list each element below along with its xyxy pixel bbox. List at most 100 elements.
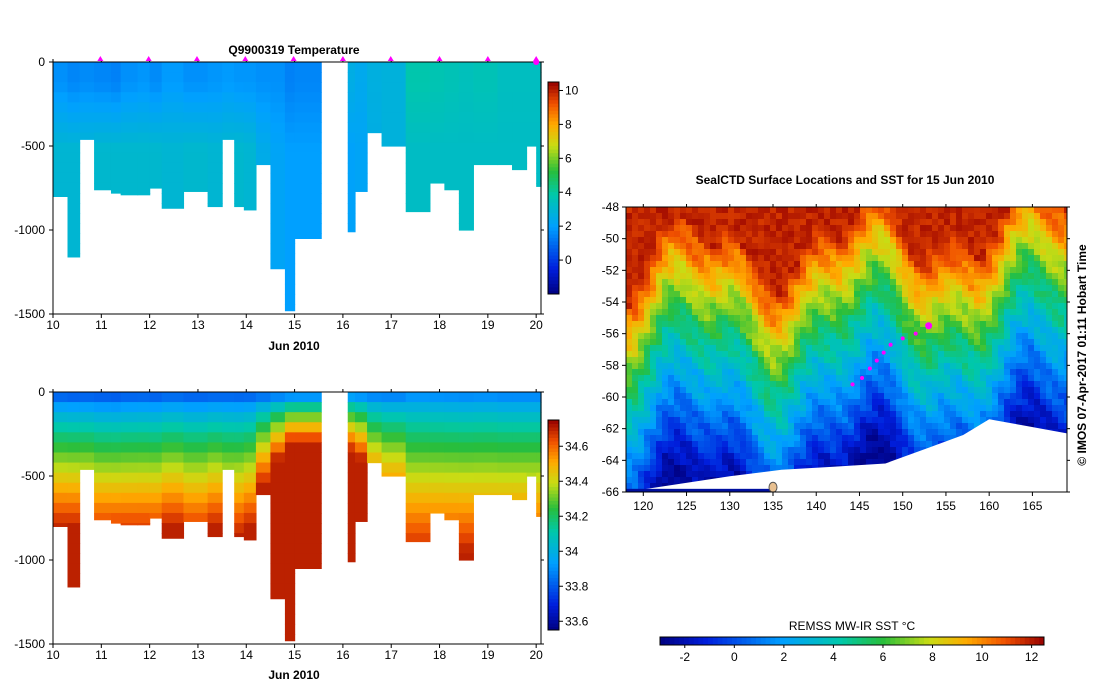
sst-cell	[938, 351, 945, 358]
sst-cell	[848, 339, 855, 346]
sst-cell	[938, 411, 945, 418]
sst-cell	[842, 255, 849, 262]
sst-cell	[692, 291, 699, 298]
sst-cell	[740, 459, 747, 466]
sst-cell	[764, 255, 771, 262]
section-cell	[207, 162, 223, 174]
sst-cell	[686, 345, 693, 352]
section-cell	[367, 432, 383, 443]
sst-cell	[656, 417, 663, 424]
sst-cell	[860, 441, 867, 448]
sst-cell	[836, 261, 843, 268]
sst-cell	[1034, 267, 1041, 274]
sst-cell	[686, 447, 693, 454]
section-cell	[294, 512, 322, 524]
sst-cell	[968, 213, 975, 220]
sst-cell	[1028, 255, 1035, 262]
sst-cell	[950, 273, 957, 280]
section-cell	[512, 402, 528, 413]
sst-cell	[824, 273, 831, 280]
sst-cell	[1022, 255, 1029, 262]
sst-cell	[764, 453, 771, 460]
sst-cell	[968, 381, 975, 388]
sst-cell	[1010, 363, 1017, 370]
sst-cell	[962, 213, 969, 220]
sst-cell	[788, 243, 795, 250]
section-cell	[67, 492, 81, 504]
sst-cell	[692, 333, 699, 340]
sst-cell	[746, 231, 753, 238]
sst-cell	[1028, 369, 1035, 376]
section-cell	[222, 452, 235, 464]
sst-cell	[830, 279, 837, 286]
section-cell	[473, 102, 499, 113]
sst-cell	[818, 441, 825, 448]
sst-cell	[884, 441, 891, 448]
sst-colorbar-cell	[919, 637, 925, 645]
section-cell	[110, 442, 122, 454]
colorbar-cell	[548, 602, 559, 606]
temperature-profile-markers	[97, 56, 540, 65]
sst-cell	[1046, 399, 1053, 406]
sst-cell	[638, 315, 645, 322]
section-cell	[110, 422, 122, 433]
x-tick-label: 13	[191, 648, 205, 662]
sst-cell	[860, 327, 867, 334]
section-cell	[207, 452, 223, 464]
section-cell	[149, 472, 163, 484]
sst-cell	[752, 327, 759, 334]
colorbar-cell	[548, 103, 559, 108]
section-cell	[405, 193, 431, 204]
colorbar-cell	[548, 479, 559, 484]
sst-cell	[692, 363, 699, 370]
sst-cell	[728, 261, 735, 268]
sst-cell	[836, 273, 843, 280]
sst-cell	[1028, 207, 1035, 214]
section-cell	[270, 122, 286, 134]
sst-cell	[722, 309, 729, 316]
sst-cell	[656, 411, 663, 418]
sst-cell	[788, 303, 795, 310]
sst-cell	[752, 405, 759, 412]
colorbar-cell	[548, 423, 559, 428]
sst-cell	[818, 303, 825, 310]
sst-cell	[848, 387, 855, 394]
sst-cell	[950, 249, 957, 256]
section-cell	[137, 92, 151, 103]
section-cell	[270, 442, 286, 454]
sst-cell	[758, 285, 765, 292]
section-cell	[183, 162, 209, 174]
sst-cell	[632, 399, 639, 406]
sst-cell	[854, 351, 861, 358]
section-cell	[284, 132, 296, 144]
sst-cell	[644, 207, 651, 214]
sst-cell	[662, 261, 669, 268]
sst-cell	[644, 375, 651, 382]
sst-cell	[752, 297, 759, 304]
sst-cell	[692, 375, 699, 382]
sst-cell	[962, 399, 969, 406]
sst-cell	[866, 339, 873, 346]
y-tick-label: -500	[21, 139, 45, 153]
sst-cell	[878, 411, 885, 418]
section-cell	[161, 142, 185, 154]
sst-cell	[776, 435, 783, 442]
sst-cell	[686, 237, 693, 244]
sst-cell	[650, 435, 657, 442]
sst-cell	[902, 315, 909, 322]
sst-cell	[944, 417, 951, 424]
sst-cell	[764, 405, 771, 412]
sst-cell	[1052, 237, 1059, 244]
sst-cell	[782, 339, 789, 346]
section-cell	[458, 492, 474, 504]
section-cell	[444, 172, 460, 184]
sst-cell	[938, 321, 945, 328]
sst-cell	[662, 285, 669, 292]
sst-cell	[956, 231, 963, 238]
section-cell	[243, 62, 257, 73]
sst-cell	[938, 273, 945, 280]
sst-cell	[626, 375, 633, 382]
section-cell	[458, 502, 474, 514]
sst-cell	[998, 321, 1005, 328]
sst-cell	[842, 273, 849, 280]
